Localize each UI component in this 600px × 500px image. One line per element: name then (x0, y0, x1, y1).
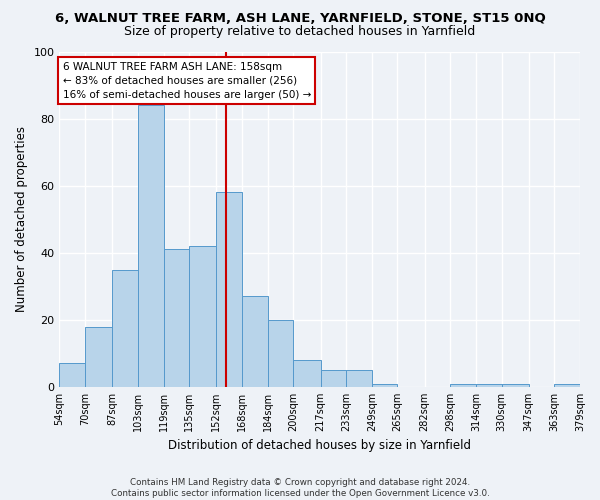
X-axis label: Distribution of detached houses by size in Yarnfield: Distribution of detached houses by size … (168, 440, 471, 452)
Text: Contains HM Land Registry data © Crown copyright and database right 2024.
Contai: Contains HM Land Registry data © Crown c… (110, 478, 490, 498)
Bar (450, 384, 476, 387)
Text: 6 WALNUT TREE FARM ASH LANE: 158sqm
← 83% of detached houses are smaller (256)
1: 6 WALNUT TREE FARM ASH LANE: 158sqm ← 83… (62, 62, 311, 100)
Bar (112, 270, 138, 387)
Text: 6, WALNUT TREE FARM, ASH LANE, YARNFIELD, STONE, ST15 0NQ: 6, WALNUT TREE FARM, ASH LANE, YARNFIELD… (55, 12, 545, 24)
Bar (242, 296, 268, 387)
Bar (217, 192, 242, 387)
Bar (85, 326, 112, 387)
Bar (268, 320, 293, 387)
Bar (189, 246, 217, 387)
Bar (59, 364, 85, 387)
Y-axis label: Number of detached properties: Number of detached properties (15, 126, 28, 312)
Bar (320, 370, 346, 387)
Text: Size of property relative to detached houses in Yarnfield: Size of property relative to detached ho… (124, 25, 476, 38)
Bar (293, 360, 320, 387)
Bar (554, 384, 580, 387)
Bar (164, 250, 189, 387)
Bar (502, 384, 529, 387)
Bar (346, 370, 372, 387)
Bar (372, 384, 397, 387)
Bar (476, 384, 502, 387)
Bar (138, 105, 164, 387)
